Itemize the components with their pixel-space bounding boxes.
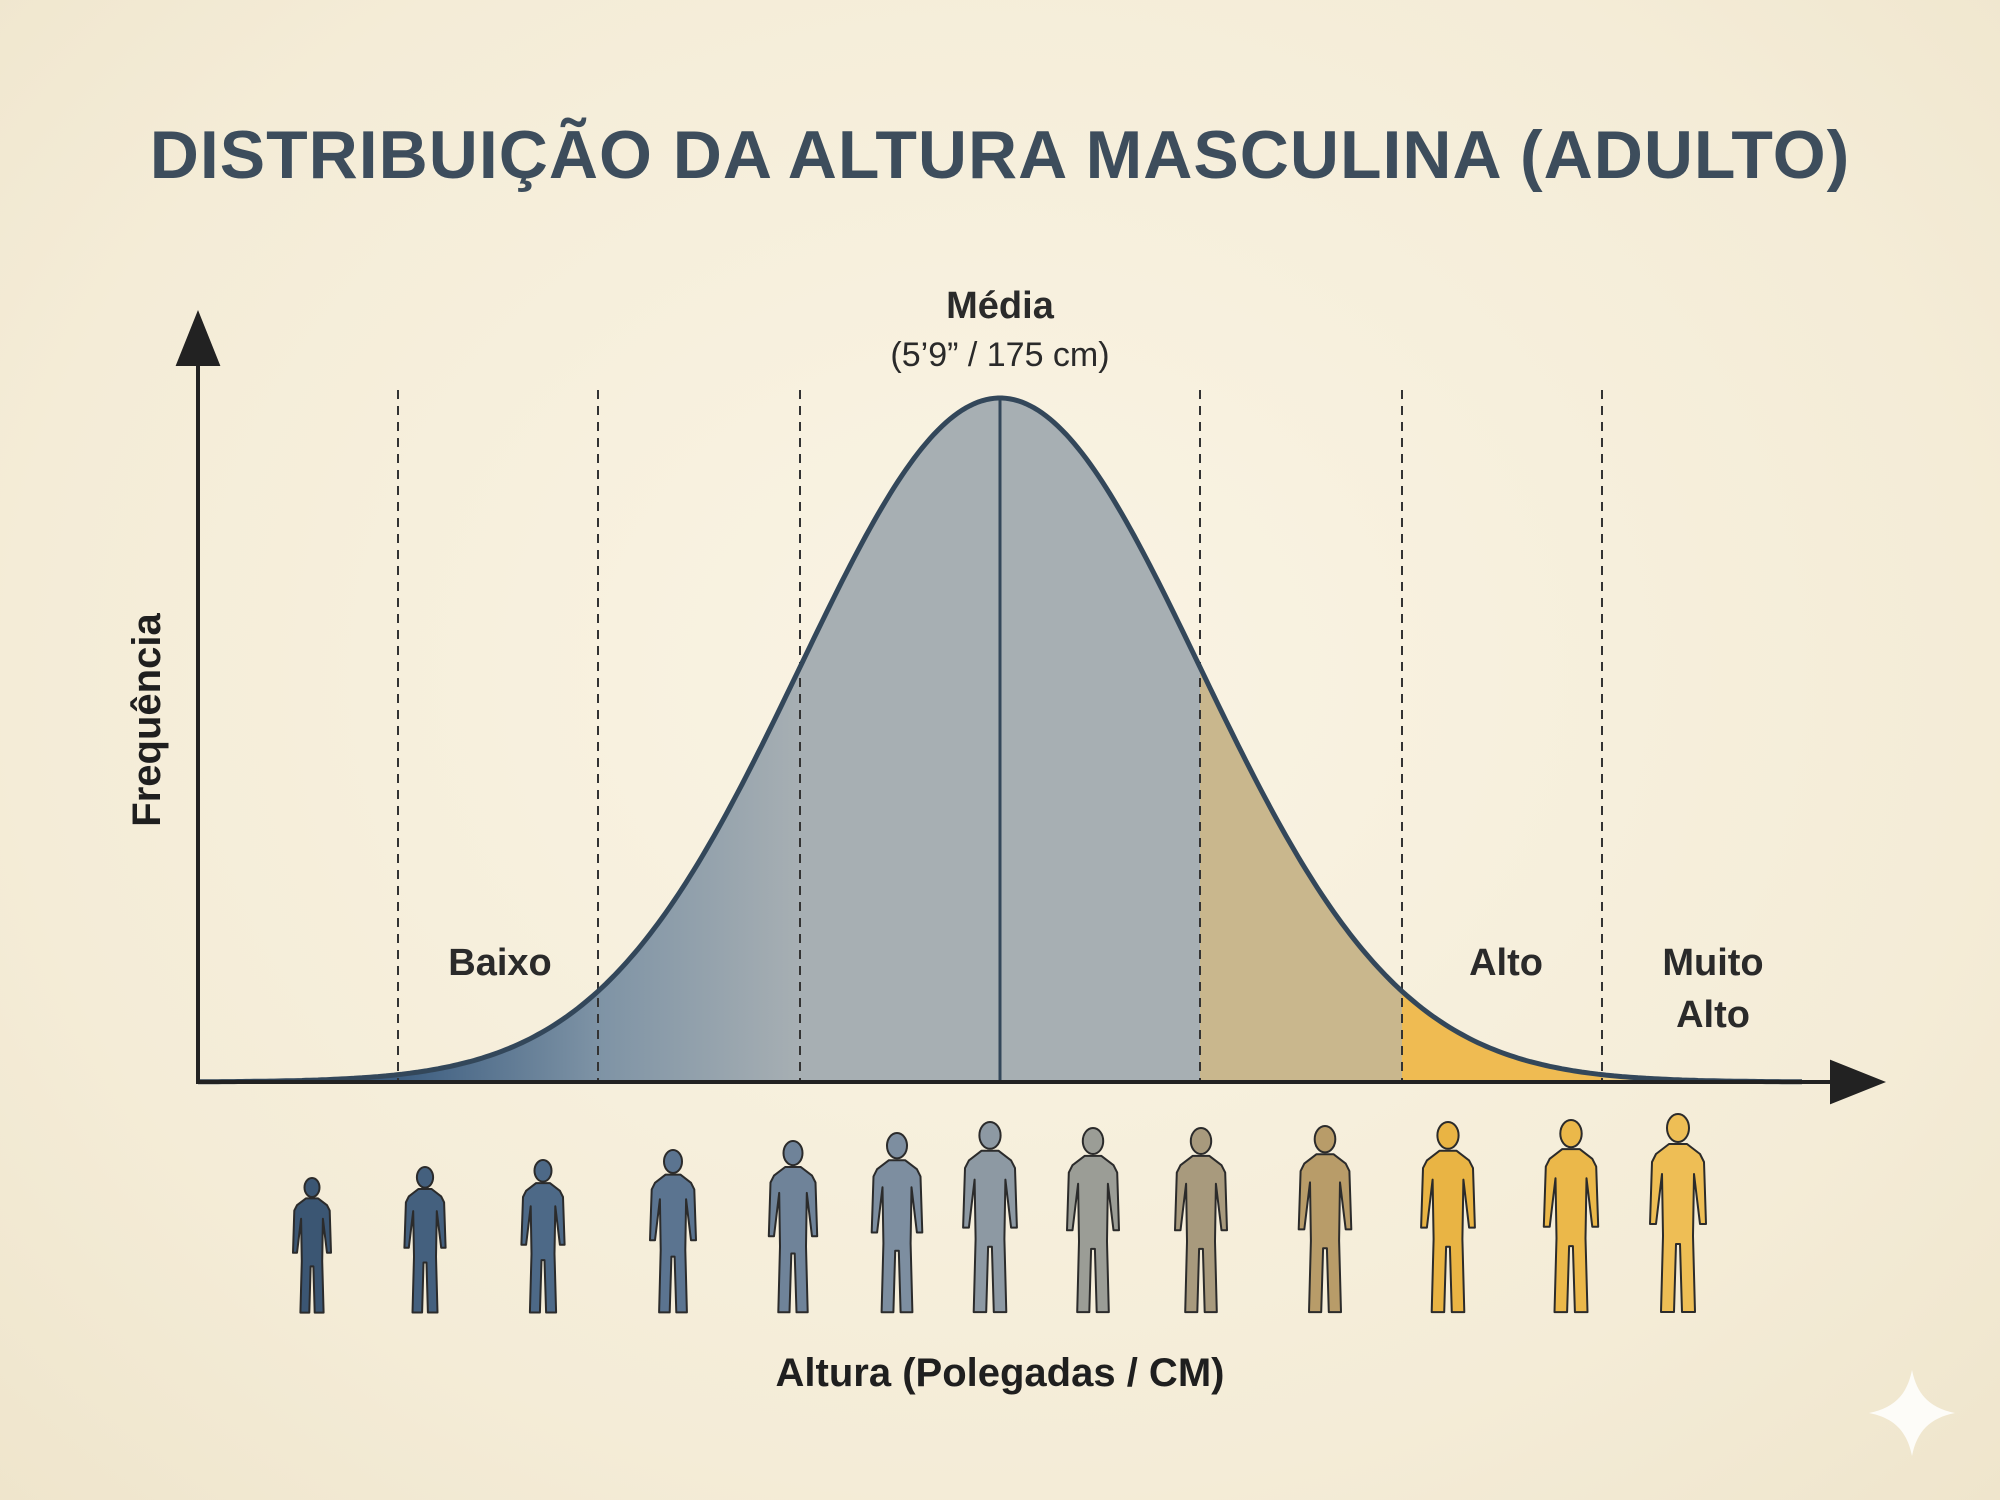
person-figure-icon <box>1066 1127 1120 1314</box>
figure-body <box>1297 1153 1353 1314</box>
person-figure-icon <box>870 1132 924 1314</box>
figure-head <box>303 1177 321 1198</box>
figure-head <box>533 1159 553 1183</box>
figure-head <box>886 1132 908 1160</box>
y-axis-label: Frequência <box>125 613 169 827</box>
figure-head <box>1666 1113 1690 1143</box>
person-figure-icon <box>1649 1113 1707 1313</box>
figure-body <box>403 1188 447 1314</box>
category-tall-label: Alto <box>1469 942 1543 984</box>
distribution-curve <box>198 395 1802 1085</box>
figure-body <box>649 1173 697 1314</box>
category-very-tall-label-1: Muito <box>1662 942 1763 984</box>
figure-head <box>782 1140 804 1167</box>
category-short-label: Baixo <box>448 942 551 984</box>
figure-body <box>1174 1154 1228 1314</box>
figure-head <box>1436 1121 1460 1150</box>
figure-head <box>663 1149 683 1174</box>
person-figure-icon <box>1420 1121 1476 1314</box>
figure-body <box>767 1166 819 1314</box>
person-figure-icon <box>1542 1119 1600 1314</box>
figure-body <box>962 1149 1018 1314</box>
person-figure-icon <box>1297 1125 1353 1314</box>
person-figure-icon <box>1174 1127 1228 1314</box>
figure-body <box>1542 1148 1600 1314</box>
figure-head <box>1081 1127 1105 1155</box>
sparkle-icon <box>1869 1370 1955 1456</box>
band-dividers <box>397 390 1603 1082</box>
figure-head <box>415 1166 435 1189</box>
figure-head <box>1189 1127 1213 1155</box>
figure-body <box>1420 1149 1476 1314</box>
person-figure-icon <box>403 1166 447 1314</box>
mean-value: (5’9” / 175 cm) <box>890 336 1109 374</box>
person-figure-icon <box>649 1149 697 1314</box>
figure-body <box>292 1197 332 1314</box>
figure-head <box>1559 1119 1583 1149</box>
figure-head <box>1313 1125 1337 1154</box>
person-figure-icon <box>520 1159 566 1314</box>
band-1 <box>198 398 398 1082</box>
mean-label: Média <box>946 285 1055 327</box>
page-title: DISTRIBUIÇÃO DA ALTURA MASCULINA (ADULTO… <box>150 117 1851 193</box>
figure-body <box>1649 1143 1707 1313</box>
figure-body <box>870 1159 924 1314</box>
band-3 <box>598 398 800 1082</box>
category-very-tall-label-2: Alto <box>1676 994 1750 1036</box>
x-axis-label: Altura (Polegadas / CM) <box>776 1351 1225 1395</box>
person-figure-icon <box>767 1140 819 1314</box>
figure-head <box>978 1121 1002 1150</box>
person-figure-icon <box>962 1121 1018 1314</box>
height-figures-row <box>292 1113 1707 1314</box>
figure-body <box>1066 1154 1120 1314</box>
figure-body <box>520 1182 566 1314</box>
band-5 <box>1200 398 1402 1082</box>
person-figure-icon <box>292 1177 332 1314</box>
